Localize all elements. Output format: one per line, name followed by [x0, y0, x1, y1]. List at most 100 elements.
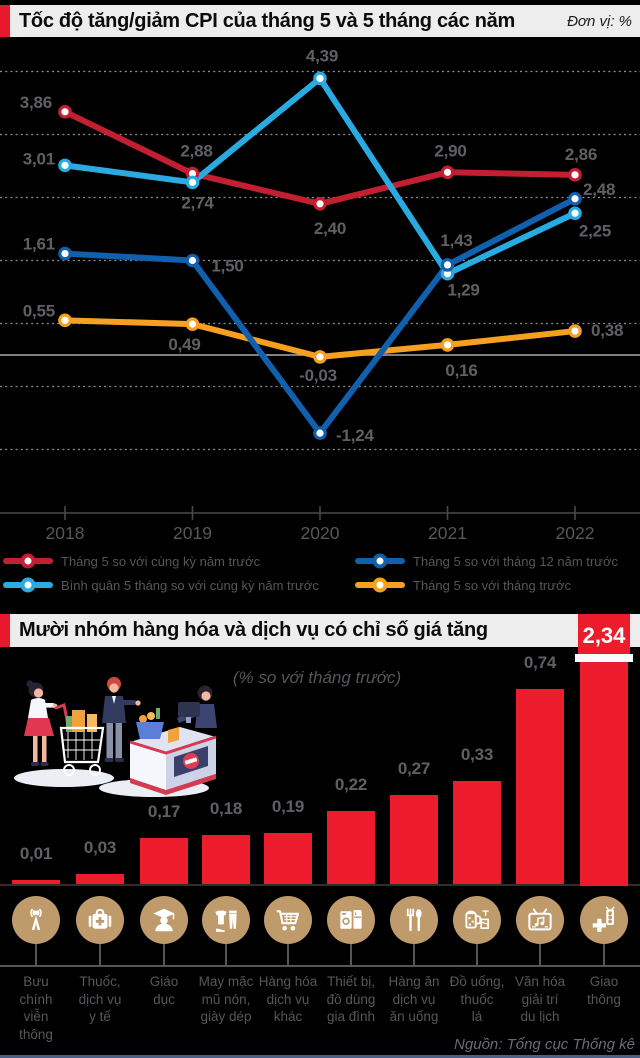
red-accent-block [0, 614, 10, 647]
value-label: 2,40 [314, 219, 346, 238]
category-icon-circle [12, 896, 60, 944]
bar [264, 833, 312, 884]
value-label: 0,38 [591, 321, 623, 340]
bar-highlight-gap [575, 654, 633, 662]
bar-value-label: 0,01 [19, 844, 53, 863]
x-tick-label: 2022 [556, 523, 595, 543]
x-tick-label: 2020 [301, 523, 340, 543]
legend-marker [3, 553, 53, 569]
x-tick-label: 2021 [428, 523, 467, 543]
data-point [440, 165, 455, 180]
category-axis-line [0, 965, 640, 967]
data-point [313, 350, 327, 364]
category-label: Hàng hóa dịch vụ khác [258, 974, 318, 1024]
bar-value-label: 0,17 [147, 802, 181, 821]
clothing-icon [211, 905, 241, 935]
home-appliances-icon [336, 905, 366, 935]
category-icon-circle [264, 896, 312, 944]
line-chart-titlebar: Tốc độ tăng/giảm CPI của tháng 5 và 5 th… [0, 5, 640, 37]
bar-value-label: 0,19 [271, 797, 305, 816]
category-icon-circle [76, 896, 124, 944]
category-label: Văn hóa giải trí du lịch [514, 974, 566, 1024]
category-icon-circle [327, 896, 375, 944]
data-point [185, 253, 200, 268]
bar-chart-subtitle: (% so với tháng trước) [232, 668, 402, 687]
bar [327, 811, 375, 884]
bar-value-label: 0,74 [523, 653, 557, 672]
category-label: Giáo dục [149, 974, 179, 1007]
value-label: 2,86 [565, 145, 597, 164]
traffic-light-icon [589, 905, 619, 935]
beverage-tobacco-icon [462, 905, 492, 935]
category-icon-circle [516, 896, 564, 944]
category-label: Hàng ăn dịch vụ ăn uống [388, 974, 440, 1024]
category-label: Đồ uống, thuốc lá [449, 974, 505, 1024]
legend-marker [3, 577, 53, 593]
category-icon-circle [140, 896, 188, 944]
category-icon-circle [580, 896, 628, 944]
category-tick [476, 944, 478, 965]
data-point [568, 191, 582, 206]
bar-value-badge: 2,34 [578, 614, 630, 654]
bar-value-label: 0,33 [460, 745, 494, 764]
value-label: 3,86 [20, 93, 52, 112]
data-point [58, 313, 72, 328]
data-point [440, 338, 455, 352]
bar [390, 795, 438, 884]
data-point [568, 168, 582, 182]
data-point [440, 266, 455, 281]
line-chart-title: Tốc độ tăng/giảm CPI của tháng 5 và 5 th… [19, 9, 515, 32]
series-line [62, 108, 578, 207]
legend-label: Tháng 5 so với tháng 12 năm trước [413, 553, 618, 569]
value-label: 1,29 [447, 281, 479, 300]
bar [140, 838, 188, 884]
value-label: 2,48 [583, 180, 615, 199]
data-point [58, 246, 72, 261]
legend-label: Bình quân 5 tháng so với cùng kỳ năm trư… [61, 577, 319, 593]
bar-chart-titlebar: Mười nhóm hàng hóa và dịch vụ có chỉ số … [0, 614, 640, 647]
data-point [440, 258, 455, 272]
legend-marker-dot [20, 553, 36, 569]
legend-marker [355, 577, 405, 593]
value-label: 2,90 [434, 141, 466, 160]
legend-marker-dot [20, 577, 36, 593]
category-tick [35, 944, 37, 965]
source-note: Nguồn: Tổng cục Thống kê [454, 1036, 635, 1053]
data-point [185, 317, 200, 331]
data-point [568, 206, 582, 221]
category-label: May mặc mũ nón, giày dép [198, 974, 254, 1024]
value-label: 2,88 [180, 142, 212, 161]
bar [580, 662, 628, 886]
tv-entertainment-icon [525, 905, 555, 935]
category-tick [539, 944, 541, 965]
value-label: 2,74 [181, 193, 214, 212]
legend-item: Bình quân 5 tháng so với cùng kỳ năm trư… [3, 576, 355, 594]
value-label: 2,25 [579, 221, 611, 240]
data-point [185, 166, 200, 181]
bar-value-label: 0,22 [334, 775, 368, 794]
value-label: -1,24 [336, 426, 374, 445]
legend-label: Tháng 5 so với cùng kỳ năm trước [61, 553, 261, 569]
category-icon-circle [202, 896, 250, 944]
bar [453, 781, 501, 884]
legend-marker [355, 553, 405, 569]
bar [516, 689, 564, 884]
bar [76, 874, 124, 884]
shopping-cart-icon [273, 905, 303, 935]
value-label: 1,61 [23, 235, 55, 254]
red-accent-block [0, 5, 10, 37]
legend-marker-dot [372, 577, 388, 593]
bar-value-label: 0,03 [83, 838, 117, 857]
category-label: Giao thông [587, 974, 621, 1007]
bar [12, 880, 60, 884]
value-label: 1,43 [440, 231, 472, 250]
unit-note: Đơn vị: % [567, 12, 632, 30]
graduate-icon [149, 905, 179, 935]
line-chart: 2018 2019 2020 2021 2022 3,86 2,88 2,40 2,90 2,86… [0, 46, 640, 543]
category-tick [163, 944, 165, 965]
fork-spoon-icon [399, 905, 429, 935]
series-line [62, 195, 578, 437]
category-tick [287, 944, 289, 965]
broadcast-antenna-icon [21, 905, 51, 935]
